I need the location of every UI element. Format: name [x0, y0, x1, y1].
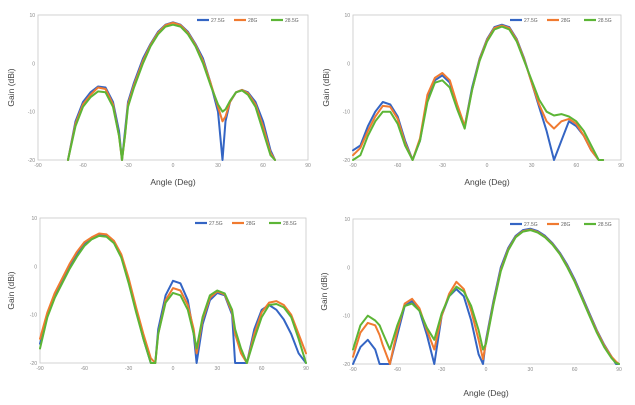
plot-frame	[352, 218, 620, 365]
y-axis-title: Gain (dBi)	[6, 68, 16, 106]
x-axis-title: Angle (Deg)	[150, 177, 196, 187]
x-tick-label: 60	[572, 367, 578, 373]
series-line-28G	[352, 24, 605, 161]
y-tick-label: -20	[343, 362, 350, 368]
series-line-28-5G	[352, 25, 605, 161]
chart-svg-3: 10 0 -10 -20-90 -60 -30 0 30 60 90 27.5G 28G 28.5G Ga…	[6, 216, 309, 372]
plot-frame	[37, 14, 309, 161]
x-tick-label: 60	[259, 366, 265, 372]
x-tick-label: -30	[439, 163, 446, 169]
x-tick-label: -60	[79, 163, 86, 169]
y-tick-label: -10	[30, 313, 37, 319]
legend-label: 28G	[246, 221, 256, 227]
x-tick-label: 30	[529, 163, 535, 169]
y-tick-label: 0	[34, 264, 37, 270]
y-tick-label: -10	[28, 110, 35, 116]
plot-frame	[39, 217, 307, 364]
x-tick-label: 60	[260, 163, 266, 169]
y-axis-title: Gain (dBi)	[319, 272, 329, 310]
legend-label: 27.5G	[211, 18, 225, 24]
y-tick-label: -20	[30, 361, 37, 367]
x-tick-label: -90	[34, 163, 41, 169]
y-tick-label: 10	[31, 216, 37, 222]
legend-label: 28.5G	[285, 18, 299, 24]
legend-label: 27.5G	[524, 18, 538, 24]
x-tick-label: -60	[394, 367, 401, 373]
chart-panel-bottom-right: 10 0 -10 -20 -90 -60 -30 0 30 60 90 27.5G 28G 28.5G An…	[317, 202, 634, 404]
chart-svg-2: 10 0 -10 -20-90 -60 -30 0 30 60 90 27.5G 28G 28.5G An…	[321, 13, 624, 187]
x-tick-label: 60	[574, 163, 580, 169]
x-tick-label: 90	[616, 367, 622, 373]
x-tick-label: 0	[172, 366, 175, 372]
x-tick-label: -60	[394, 163, 401, 169]
x-tick-label: 90	[303, 366, 309, 372]
x-tick-label: 30	[215, 366, 221, 372]
x-tick-label: -30	[438, 367, 445, 373]
y-tick-label: -20	[28, 158, 35, 164]
legend-label: 28G	[248, 18, 258, 24]
y-tick-label: -10	[343, 110, 350, 116]
y-axis-title: Gain (dBi)	[321, 68, 331, 106]
x-tick-label: -90	[36, 366, 43, 372]
plot-frame	[352, 14, 622, 161]
legend-label: 28.5G	[598, 18, 612, 24]
y-tick-label: -20	[343, 158, 350, 164]
chart-panel-top-right: 10 0 -10 -20 -90 -60 -30 0 30 60 90 27.5G 28G 28.5G An…	[317, 0, 634, 202]
series-line-28-5G	[39, 234, 307, 364]
x-tick-label: 0	[485, 367, 488, 373]
x-tick-label: 30	[528, 367, 534, 373]
x-axis-title: Angle (Deg)	[464, 177, 510, 187]
chart-panel-top-left: 10 0 -10 -20 -90 -60 -30 0 30 60 90 27.5G 28G 28.5G An…	[0, 0, 317, 202]
y-tick-label: -10	[343, 314, 350, 320]
series-line-28-5G	[352, 229, 620, 365]
chart-panel-bottom-left: 10 0 -10 -20 -90 -60 -30 0 30 60 90 27.5G 28G 28.5G Ga…	[0, 202, 317, 404]
series-line-28G	[39, 232, 307, 364]
y-tick-label: 10	[344, 217, 350, 223]
y-axis-title: Gain (dBi)	[6, 271, 16, 309]
chart-svg-1: 10 0 -10 -20-90 -60 -30 0 30 60 90 27.5G 28G 28.5G An…	[6, 13, 311, 187]
y-tick-label: 0	[347, 265, 350, 271]
legend-label: 28G	[561, 18, 571, 24]
x-tick-label: -90	[349, 367, 356, 373]
chart-svg-4: 10 0 -10 -20-90 -60 -30 0 30 60 90 27.5G 28G 28.5G An…	[319, 217, 622, 398]
x-tick-label: 30	[215, 163, 221, 169]
x-tick-label: -30	[125, 366, 132, 372]
x-tick-label: 90	[305, 163, 311, 169]
legend-label: 28G	[561, 222, 571, 228]
y-tick-label: 0	[347, 61, 350, 67]
series-line-28-5G	[67, 23, 276, 161]
legend-label: 28.5G	[598, 222, 612, 228]
x-tick-label: 0	[172, 163, 175, 169]
x-tick-label: -30	[124, 163, 131, 169]
legend-label: 27.5G	[524, 222, 538, 228]
legend-label: 27.5G	[209, 221, 223, 227]
x-tick-label: -90	[349, 163, 356, 169]
series-line-27-5G	[352, 23, 605, 161]
y-tick-label: 10	[29, 13, 35, 19]
x-tick-label: -60	[81, 366, 88, 372]
x-axis-title: Angle (Deg)	[463, 388, 509, 398]
x-tick-label: 90	[618, 163, 624, 169]
y-tick-label: 10	[344, 13, 350, 19]
y-tick-label: 0	[32, 61, 35, 67]
legend-label: 28.5G	[283, 221, 297, 227]
x-tick-label: 0	[486, 163, 489, 169]
